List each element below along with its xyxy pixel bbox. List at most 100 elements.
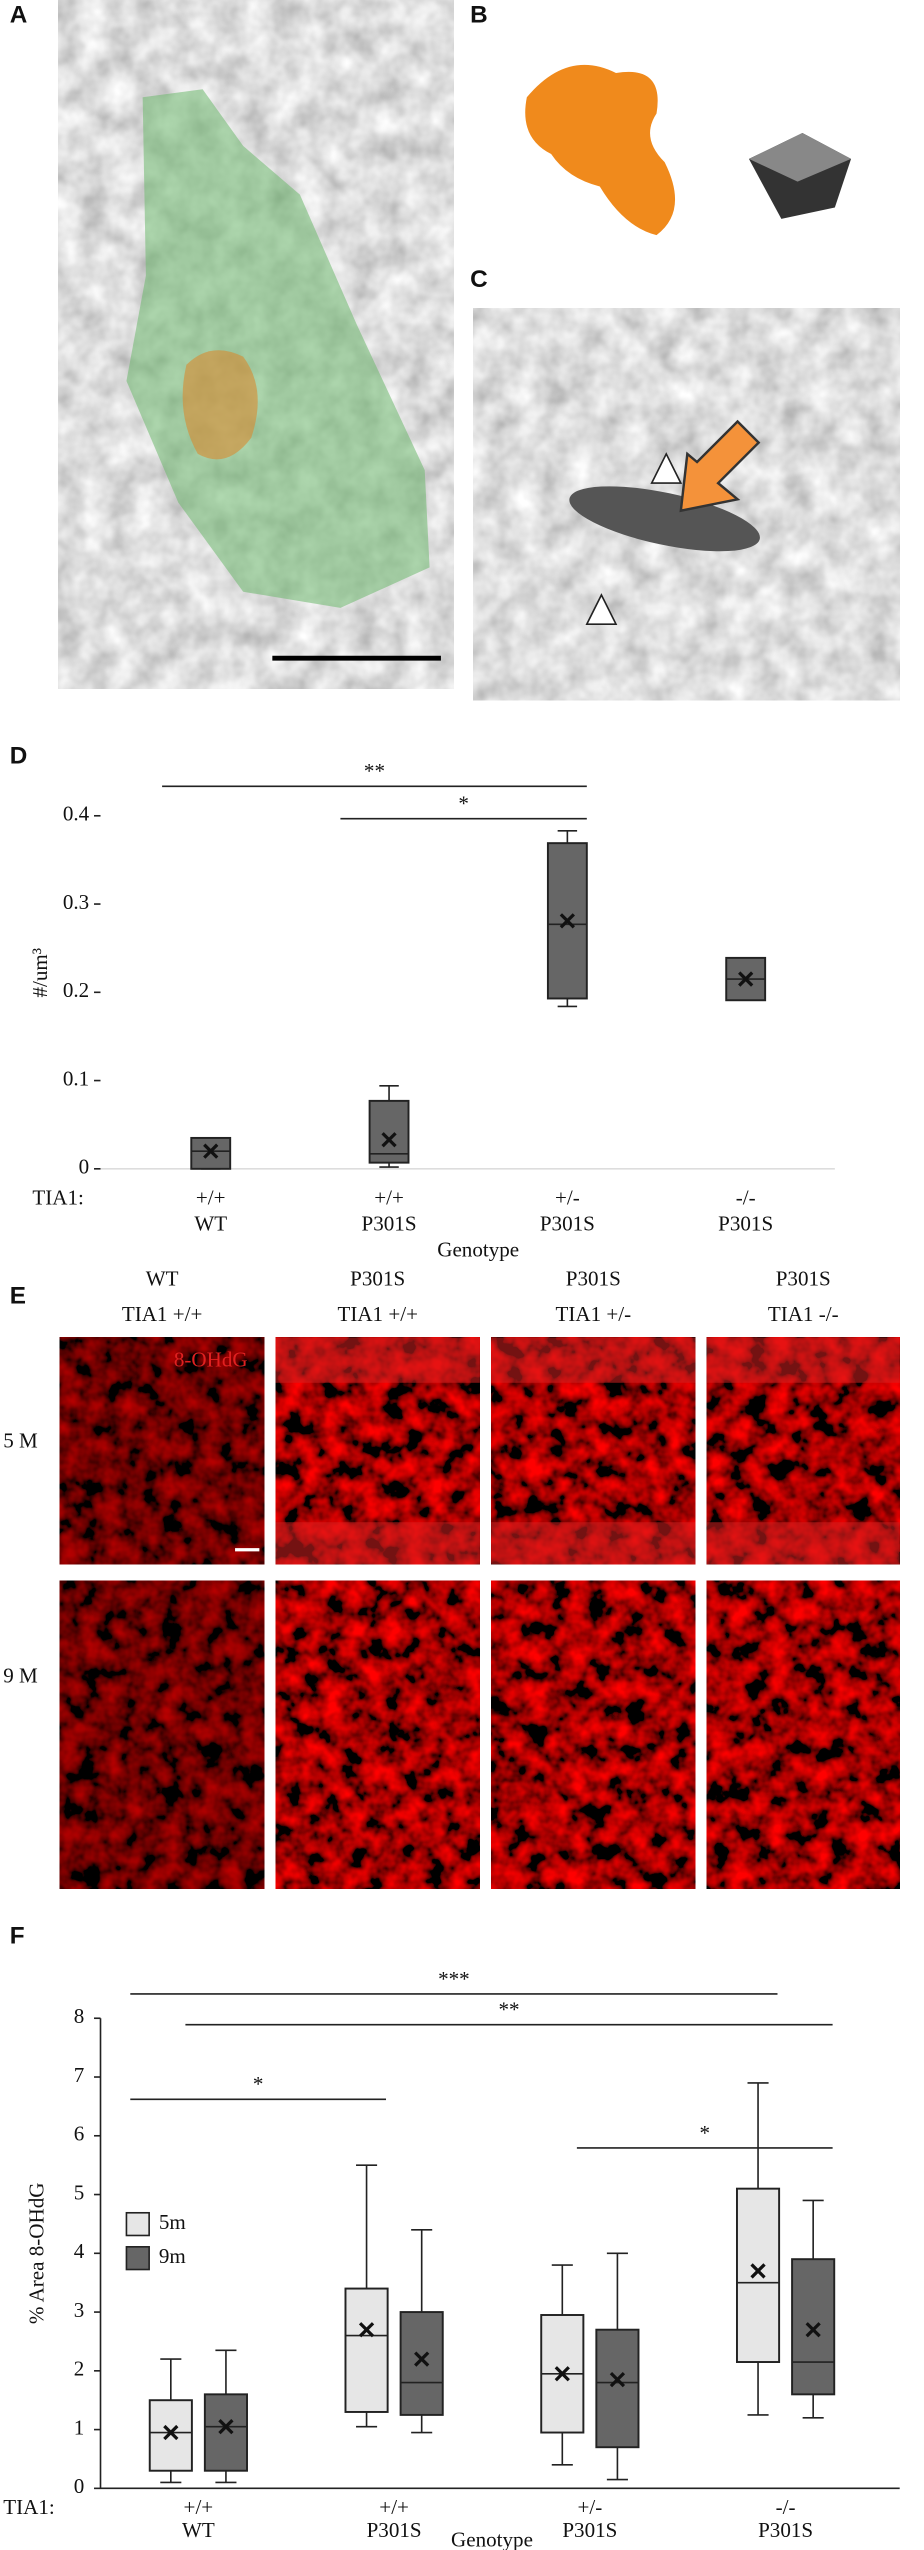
- column-tia1: TIA1 +/+: [122, 1302, 203, 1326]
- x-tick-label: P301S: [367, 2518, 422, 2542]
- mean-marker: [750, 2263, 766, 2279]
- box: [368, 1099, 410, 1164]
- y-axis-label: #/um³: [28, 948, 52, 998]
- cube-top: [748, 132, 852, 182]
- significance-label: *: [253, 2072, 264, 2096]
- panel-label: C: [470, 266, 488, 293]
- mean-marker: [218, 2419, 234, 2435]
- y-axis-label: % Area 8-OHdG: [25, 2183, 49, 2325]
- panel-label: D: [10, 742, 28, 769]
- group-label: TIA1:: [3, 2495, 54, 2519]
- box: [399, 2311, 444, 2416]
- panel-label: E: [10, 1282, 26, 1309]
- y-tick-label: 1: [74, 2415, 85, 2439]
- mito-3d: [525, 64, 676, 236]
- column-genotype: P301S: [776, 1267, 831, 1291]
- cell-layer: [706, 1522, 900, 1565]
- box: [148, 2399, 193, 2472]
- mean-marker: [358, 2322, 375, 2338]
- legend-swatch: [125, 2211, 150, 2237]
- box: [735, 2187, 781, 2363]
- panel-label: A: [10, 2, 28, 29]
- x-tick-label: P301S: [562, 2518, 617, 2542]
- fluorescence-signal: [59, 1580, 265, 1889]
- mean-marker: [738, 971, 754, 987]
- column-genotype: P301S: [566, 1267, 621, 1291]
- x-tick-label: P301S: [718, 1211, 773, 1235]
- panel-label: F: [10, 1923, 25, 1950]
- y-tick-label: 0.4: [63, 802, 90, 826]
- mean-marker: [203, 1143, 219, 1159]
- stain-label: 8-OHdG: [174, 1348, 248, 1372]
- x-tick-label: P301S: [540, 1211, 595, 1235]
- group-label: TIA1:: [32, 1185, 83, 1209]
- y-tick-label: 0.3: [63, 890, 89, 914]
- mean-marker: [414, 2351, 430, 2367]
- y-tick-label: 7: [74, 2063, 85, 2087]
- y-tick-label: 0: [74, 2474, 85, 2498]
- x-tick-label: P301S: [362, 1211, 417, 1235]
- mitochondrion: [569, 486, 760, 552]
- row-label: 5 M: [3, 1429, 38, 1453]
- cell-layer: [491, 1522, 696, 1565]
- row-label: 9 M: [3, 1664, 38, 1688]
- x-tick-label: P301S: [758, 2518, 813, 2542]
- column-genotype: P301S: [350, 1267, 405, 1291]
- y-tick-label: 6: [74, 2122, 85, 2146]
- x-axis-label: Genotype: [451, 2528, 533, 2550]
- panel-label: B: [470, 2, 488, 29]
- x-tick-tia1: -/-: [736, 1185, 756, 1209]
- column-genotype: WT: [146, 1267, 179, 1291]
- column-tia1: TIA1 -/-: [768, 1302, 839, 1326]
- fluorescence-signal: [59, 1337, 265, 1565]
- x-tick-tia1: +/+: [379, 2495, 409, 2519]
- cell-layer: [491, 1337, 696, 1383]
- fluorescence-signal: [491, 1580, 696, 1889]
- x-axis-label: Genotype: [437, 1237, 519, 1261]
- arrow: [679, 419, 761, 513]
- x-tick-tia1: +/+: [196, 1185, 226, 1209]
- legend-label: 9m: [159, 2244, 187, 2268]
- box: [203, 2393, 248, 2472]
- box: [595, 2328, 640, 2449]
- y-tick-label: 0.1: [63, 1066, 89, 1090]
- mean-marker: [805, 2322, 821, 2338]
- significance-label: **: [364, 759, 385, 783]
- mean-marker: [609, 2372, 626, 2388]
- mean-marker: [554, 2366, 570, 2382]
- panel-e-images: [59, 1337, 900, 1889]
- cell-layer: [275, 1522, 480, 1565]
- cell-layer: [275, 1337, 480, 1383]
- y-tick-label: 3: [74, 2298, 85, 2322]
- y-tick-label: 4: [74, 2239, 85, 2263]
- mean-marker: [381, 1132, 397, 1148]
- significance-label: *: [699, 2121, 710, 2145]
- x-tick-tia1: +/+: [184, 2495, 214, 2519]
- fluorescence-signal: [275, 1580, 480, 1889]
- y-tick-label: 0.2: [63, 978, 89, 1002]
- mean-marker: [163, 2424, 179, 2441]
- y-tick-label: 2: [74, 2357, 85, 2381]
- mean-marker: [559, 913, 575, 929]
- column-tia1: TIA1 +/-: [555, 1302, 631, 1326]
- significance-label: ***: [438, 1967, 470, 1991]
- arrowhead-marker: [585, 593, 618, 625]
- box: [791, 2258, 836, 2396]
- column-tia1: TIA1 +/+: [337, 1302, 418, 1326]
- legend-label: 5m: [159, 2210, 187, 2234]
- y-tick-label: 5: [74, 2180, 85, 2204]
- significance-label: *: [458, 792, 469, 816]
- arrowhead-marker: [650, 452, 683, 484]
- cell-overlay: [126, 89, 430, 608]
- x-tick-tia1: +/-: [555, 1185, 580, 1209]
- x-tick-tia1: -/-: [776, 2495, 796, 2519]
- x-tick-label: WT: [182, 2518, 215, 2542]
- x-tick-tia1: +/-: [577, 2495, 602, 2519]
- y-tick-label: 8: [74, 2004, 85, 2028]
- mito-overlay: [182, 350, 258, 460]
- significance-label: **: [498, 1998, 519, 2022]
- cell-layer: [706, 1337, 900, 1383]
- y-tick-label: 0: [79, 1155, 90, 1179]
- fluorescence-signal: [706, 1580, 900, 1889]
